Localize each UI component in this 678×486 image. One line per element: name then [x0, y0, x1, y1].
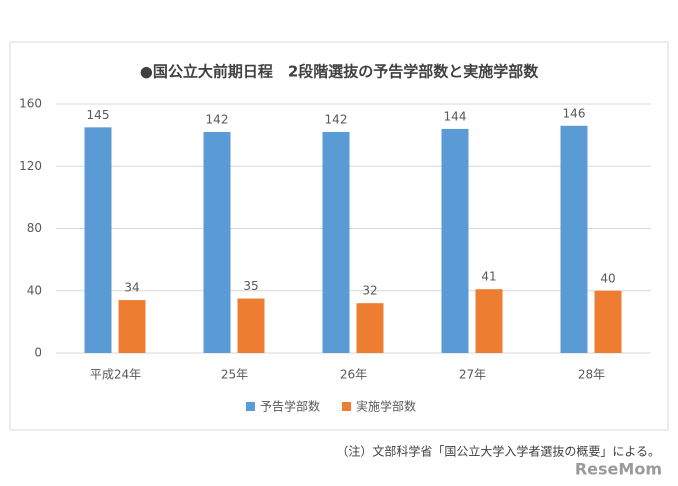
x-tick-label: 平成24年	[90, 368, 141, 382]
y-tick-label: 80	[27, 221, 42, 235]
x-tick-label: 27年	[459, 368, 486, 382]
bar	[84, 127, 112, 353]
bar	[441, 128, 469, 353]
data-label: 146	[563, 106, 586, 120]
data-label: 40	[600, 271, 615, 285]
bar	[560, 125, 588, 353]
note: （注）文部科学省「国公立大学入学者選抜の概要」による。	[336, 444, 660, 459]
x-tick-label: 25年	[221, 368, 248, 382]
bar	[322, 132, 350, 353]
data-label: 35	[243, 279, 258, 293]
chart-title: ●国公立大前期日程 2段階選抜の予告学部数と実施学部数	[140, 63, 540, 81]
legend-swatch	[342, 402, 352, 411]
data-label: 34	[124, 281, 139, 295]
y-tick-label: 160	[19, 97, 42, 111]
watermark: ReseMom	[575, 460, 662, 479]
bar	[594, 290, 622, 353]
bar	[237, 298, 265, 353]
data-label: 145	[87, 108, 110, 122]
bar	[203, 132, 231, 353]
x-tick-label: 28年	[578, 368, 605, 382]
legend-label: 実施学部数	[356, 399, 416, 414]
data-label: 41	[481, 270, 496, 284]
data-label: 144	[444, 109, 467, 123]
y-tick-label: 0	[34, 346, 42, 360]
y-tick-label: 120	[19, 159, 42, 173]
legend-label: 予告学部数	[260, 399, 320, 414]
data-label: 142	[325, 113, 348, 127]
x-tick-label: 26年	[340, 368, 367, 382]
bar	[356, 303, 384, 353]
data-label: 32	[362, 284, 377, 298]
data-label: 142	[206, 113, 229, 127]
legend-swatch	[246, 402, 255, 411]
bar	[118, 300, 146, 353]
y-tick-label: 40	[27, 283, 42, 297]
bar	[475, 289, 503, 353]
